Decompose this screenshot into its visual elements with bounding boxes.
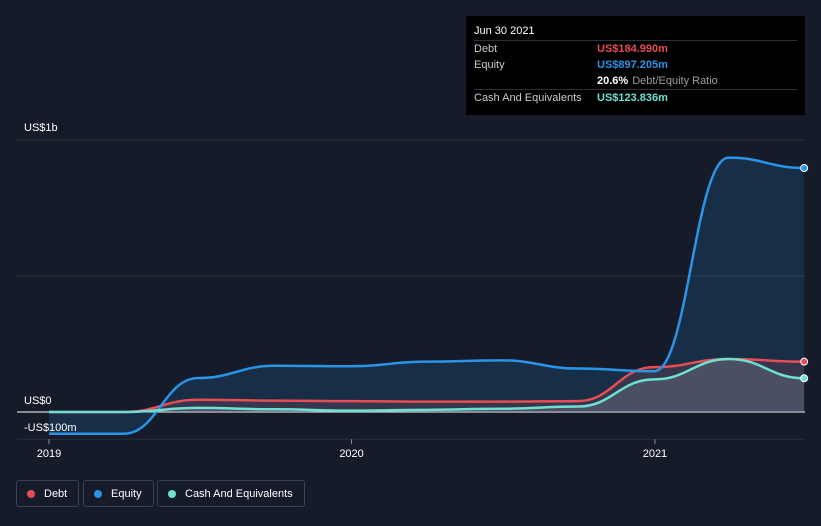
tooltip-value: US$897.205m	[597, 59, 668, 71]
x-axis: 2019 2020 2021	[37, 439, 667, 460]
cash-area	[49, 358, 805, 412]
y-axis-zero-label: US$0	[24, 395, 52, 407]
equity-area	[49, 157, 805, 434]
tooltip-date: Jun 30 2021	[474, 25, 535, 37]
tooltip-row-ratio: 20.6% Debt/Equity Ratio	[474, 73, 797, 89]
equity-end-point	[800, 164, 809, 173]
legend-debt[interactable]: Debt	[16, 480, 80, 507]
x-tick-label: 2020	[339, 448, 363, 460]
tooltip-row-debt: Debt US$184.990m	[474, 40, 797, 57]
tooltip-label	[474, 73, 597, 89]
tooltip-label: Debt	[474, 43, 498, 55]
debt-area	[49, 358, 805, 412]
legend-cash[interactable]: Cash And Equivalents	[157, 480, 305, 507]
equity-line	[48, 156, 805, 436]
legend-equity-dot	[94, 489, 102, 498]
y-axis-bottom-label: -US$100m	[24, 422, 77, 434]
tooltip-value: US$123.836m	[597, 92, 668, 104]
tooltip-row-cash: Cash And Equivalents US$123.836m	[474, 89, 797, 106]
debt-line	[49, 357, 805, 414]
legend-label: Cash And Equivalents	[185, 487, 293, 500]
tooltip-label: Equity	[474, 59, 505, 71]
x-tick-label: 2021	[643, 448, 667, 460]
series-lines	[48, 156, 809, 436]
legend-debt-dot	[27, 489, 35, 498]
tooltip-label: Cash And Equivalents	[474, 92, 582, 104]
tooltip-row-equity: Equity US$897.205m	[474, 57, 797, 73]
cash-line	[49, 357, 805, 414]
tooltip-value: 20.6%	[597, 75, 629, 87]
legend-equity[interactable]: Equity	[83, 480, 154, 507]
data-tooltip: Jun 30 2021 Debt US$184.990m Equity US$8…	[466, 16, 805, 115]
legend-label: Equity	[111, 487, 142, 500]
legend-cash-dot	[168, 489, 176, 498]
series-areas	[49, 157, 805, 434]
cash-end-point	[800, 374, 809, 383]
legend-label: Debt	[44, 487, 68, 500]
tooltip-value: US$184.990m	[597, 43, 668, 55]
debt-end-point	[800, 357, 809, 366]
y-axis-top-label: US$1b	[24, 122, 58, 134]
tooltip-ratio-suffix: Debt/Equity Ratio	[632, 75, 718, 87]
x-tick-label: 2019	[37, 448, 61, 460]
